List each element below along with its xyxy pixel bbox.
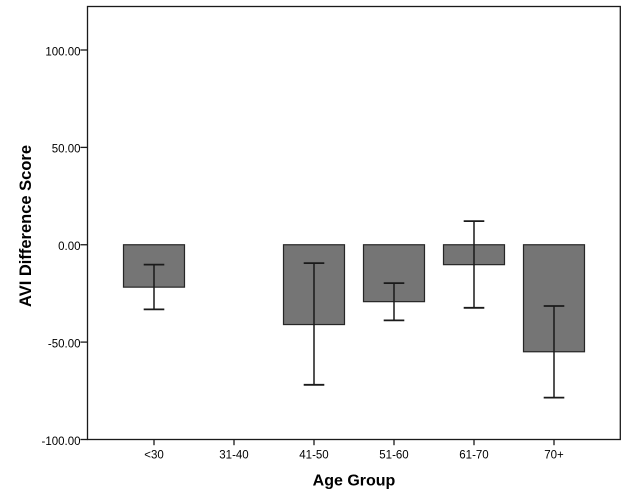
svg-text:61-70: 61-70	[459, 450, 488, 462]
svg-text:41-50: 41-50	[299, 450, 328, 462]
svg-text:51-60: 51-60	[379, 450, 408, 462]
svg-text:50.00: 50.00	[52, 144, 81, 156]
svg-text:100.00: 100.00	[45, 46, 80, 58]
svg-text:-50.00: -50.00	[48, 338, 81, 350]
svg-text:0.00: 0.00	[58, 241, 80, 253]
svg-text:AVI Difference Score: AVI Difference Score	[17, 145, 35, 307]
svg-text:<30: <30	[144, 450, 164, 462]
svg-text:-100.00: -100.00	[41, 436, 80, 448]
svg-text:Age Group: Age Group	[313, 473, 396, 490]
svg-text:31-40: 31-40	[219, 450, 248, 462]
svg-text:70+: 70+	[544, 450, 564, 462]
